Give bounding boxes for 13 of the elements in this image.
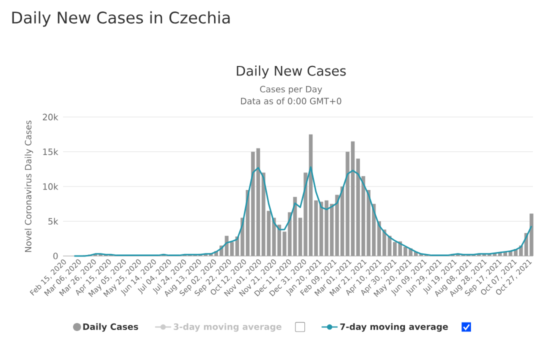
- legend-label: 3-day moving average: [174, 323, 282, 332]
- y-tick-label: 5k: [48, 218, 58, 225]
- chart-title: Daily New Cases in Czechia: [12, 11, 230, 27]
- text: Data as of 0:00 GMT+0: [241, 98, 342, 104]
- y-tick-label: 0: [53, 252, 58, 260]
- legend-label: 7-day moving average: [340, 323, 448, 332]
- y-tick-label: 20k: [42, 114, 58, 120]
- legend-label: Daily Cases: [83, 323, 138, 332]
- y-tick-label: 15k: [43, 148, 58, 156]
- chart-subtitle: Daily New Cases: [236, 66, 346, 78]
- y-axis-title: Novel Coronavirus Daily Cases: [24, 120, 34, 252]
- y-tick-label: 10k: [43, 183, 58, 190]
- text: Cases per Day: [260, 86, 322, 94]
